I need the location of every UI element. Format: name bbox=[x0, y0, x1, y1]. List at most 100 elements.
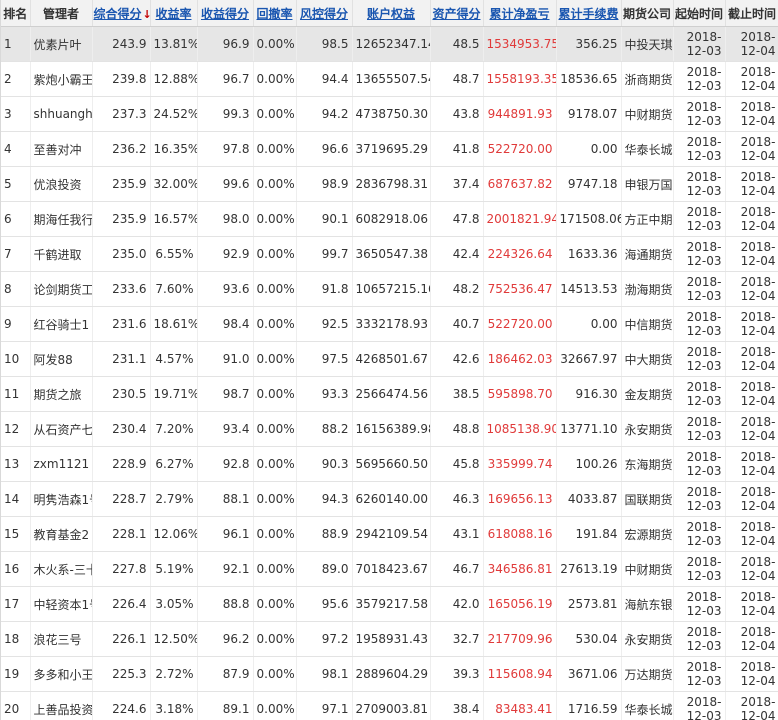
cell-manager: 优浪投资 bbox=[30, 166, 93, 202]
table-row[interactable]: 16 木火系-三十 227.8 5.19% 92.1 0.00% 89.0 7018423.6… bbox=[1, 551, 778, 587]
cell-return-score: 92.1 bbox=[197, 551, 254, 587]
table-row[interactable]: 7 千鹤进取 235.0 6.55% 92.9 0.00% 99.7 3650547.38 42… bbox=[1, 236, 778, 272]
table-row[interactable]: 17中轻资本1号226.43.05%88.80.00%95.63579217.5… bbox=[1, 586, 778, 622]
cell-start-date-part: 2018- bbox=[686, 310, 722, 324]
column-header-return-rate[interactable]: 收益率 bbox=[150, 0, 198, 27]
cell-asset-score: 37.4 bbox=[430, 166, 484, 202]
cell-start-date: 2018- 12-03 bbox=[673, 61, 726, 97]
cell-net-pnl: 944891.93 bbox=[483, 96, 557, 132]
cell-asset-score: 43.1 bbox=[430, 516, 484, 552]
cell-asset-score: 38.5 bbox=[430, 376, 484, 412]
table-row[interactable]: 15 教育基金2 228.1 12.06% 96.1 0.00% 88.9 2942109.5… bbox=[1, 516, 778, 552]
cell-equity: 4268501.67 bbox=[352, 341, 431, 377]
column-header-risk-score[interactable]: 风控得分 bbox=[296, 0, 353, 27]
cell-net-pnl: 618088.16 bbox=[483, 516, 557, 552]
table-row[interactable]: 3 shhuangh 237.3 24.52% 99.3 0.00% 94.2 4738750… bbox=[1, 96, 778, 132]
table-row[interactable]: 18 浪花三号 226.1 12.50% 96.2 0.00% 97.2 1958931.43… bbox=[1, 621, 778, 657]
cell-start-date-part: 2018- bbox=[686, 625, 722, 639]
table-row[interactable]: 14明隽浩森1号228.72.79%88.10.00%94.36260140.0… bbox=[1, 481, 778, 517]
cell-start-date-part: 12-03 bbox=[686, 534, 722, 548]
cell-end-date-part: 12-04 bbox=[740, 184, 776, 198]
cell-equity: 6260140.00 bbox=[352, 481, 431, 517]
cell-drawdown: 0.00% bbox=[253, 586, 297, 622]
cell-end-date: 2018- 12-04 bbox=[725, 341, 778, 377]
cell-end-date-part: 12-04 bbox=[740, 569, 776, 583]
cell-fees: 18536.65 bbox=[556, 61, 622, 97]
cell-end-date: 2018- 12-04 bbox=[725, 481, 778, 517]
cell-end-date-part: 12-04 bbox=[740, 359, 776, 373]
cell-manager: 期海任我行 bbox=[30, 201, 93, 237]
column-header-net-pnl[interactable]: 累计净盈亏 bbox=[483, 0, 557, 27]
cell-asset-score: 48.5 bbox=[430, 26, 484, 62]
cell-fees: 1716.59 bbox=[556, 691, 622, 720]
cell-start-date-part: 12-03 bbox=[686, 184, 722, 198]
cell-end-date-part: 12-04 bbox=[740, 639, 776, 653]
cell-asset-score: 42.0 bbox=[430, 586, 484, 622]
cell-return-rate: 5.19% bbox=[150, 551, 198, 587]
cell-start-date-part: 12-03 bbox=[686, 289, 722, 303]
cell-return-rate: 16.57% bbox=[150, 201, 198, 237]
table-row[interactable]: 20 上善品投资 224.6 3.18% 89.1 0.00% 97.1 2709003.81… bbox=[1, 691, 778, 720]
cell-end-date-part: 12-04 bbox=[740, 44, 776, 58]
table-row[interactable]: 9 红谷骑士1 231.6 18.61% 98.4 0.00% 92.5 3332178.93… bbox=[1, 306, 778, 342]
cell-manager: 教育基金2 bbox=[30, 516, 93, 552]
cell-risk-score: 90.3 bbox=[296, 446, 353, 482]
column-header-return-score[interactable]: 收益得分 bbox=[197, 0, 254, 27]
column-header-drawdown[interactable]: 回撤率 bbox=[253, 0, 297, 27]
cell-return-rate: 12.06% bbox=[150, 516, 198, 552]
cell-return-score: 98.0 bbox=[197, 201, 254, 237]
cell-risk-score: 97.2 bbox=[296, 621, 353, 657]
cell-risk-score: 97.1 bbox=[296, 691, 353, 720]
table-row[interactable]: 13 zxm1121 228.9 6.27% 92.8 0.00% 90.3 5695660.… bbox=[1, 446, 778, 482]
cell-equity: 3579217.58 bbox=[352, 586, 431, 622]
cell-equity: 7018423.67 bbox=[352, 551, 431, 587]
table-row[interactable]: 12从石资产七号230.47.20%93.40.00%88.216156389.… bbox=[1, 411, 778, 447]
cell-end-date-part: 12-04 bbox=[740, 604, 776, 618]
cell-return-score: 96.9 bbox=[197, 26, 254, 62]
cell-rank: 4 bbox=[1, 131, 31, 167]
cell-end-date-part: 2018- bbox=[740, 415, 776, 429]
cell-start-date-part: 12-03 bbox=[686, 569, 722, 583]
column-header-equity[interactable]: 账户权益 bbox=[352, 0, 431, 27]
cell-risk-score: 92.5 bbox=[296, 306, 353, 342]
cell-fees: 191.84 bbox=[556, 516, 622, 552]
column-header-label: 资产得分 bbox=[432, 6, 481, 21]
column-header-overall-score[interactable]: 综合得分↓ bbox=[92, 0, 151, 27]
column-header-label: 期货公司 bbox=[622, 6, 671, 21]
cell-manager: 期货之旅 bbox=[30, 376, 93, 412]
cell-end-date-part: 2018- bbox=[740, 65, 776, 79]
cell-overall-score: 227.8 bbox=[92, 551, 151, 587]
cell-return-score: 98.4 bbox=[197, 306, 254, 342]
cell-return-score: 92.8 bbox=[197, 446, 254, 482]
cell-return-score: 89.1 bbox=[197, 691, 254, 720]
table-row[interactable]: 5 优浪投资 235.9 32.00% 99.6 0.00% 98.9 2836798.31 3… bbox=[1, 166, 778, 202]
table-row[interactable]: 8论剑期货工作室233.67.60%93.60.00%91.810657215.… bbox=[1, 271, 778, 307]
cell-return-rate: 2.79% bbox=[150, 481, 198, 517]
table-row[interactable]: 6 期海任我行 235.9 16.57% 98.0 0.00% 90.1 6082918.06… bbox=[1, 201, 778, 237]
column-header-asset-score[interactable]: 资产得分 bbox=[430, 0, 484, 27]
cell-start-date-part: 12-03 bbox=[686, 639, 722, 653]
cell-end-date-part: 2018- bbox=[740, 590, 776, 604]
table-row[interactable]: 2 紫炮小霸王 239.8 12.88% 96.7 0.00% 94.4 13655507.5… bbox=[1, 61, 778, 97]
table-row[interactable]: 11 期货之旅 230.5 19.71% 98.7 0.00% 93.3 2566474.56… bbox=[1, 376, 778, 412]
column-header-fees[interactable]: 累计手续费 bbox=[556, 0, 622, 27]
cell-return-score: 91.0 bbox=[197, 341, 254, 377]
table-row[interactable]: 4 至善对冲 236.2 16.35% 97.8 0.00% 96.6 3719695.29 4… bbox=[1, 131, 778, 167]
table-row[interactable]: 10 阿发88 231.1 4.57% 91.0 0.00% 97.5 4268501.67 4… bbox=[1, 341, 778, 377]
table-row[interactable]: 19多多和小王子225.32.72%87.90.00%98.12889604.2… bbox=[1, 656, 778, 692]
cell-return-rate: 2.72% bbox=[150, 656, 198, 692]
cell-drawdown: 0.00% bbox=[253, 341, 297, 377]
cell-fees: 32667.97 bbox=[556, 341, 622, 377]
cell-risk-score: 93.3 bbox=[296, 376, 353, 412]
cell-equity: 10657215.16 bbox=[352, 271, 431, 307]
cell-return-score: 99.6 bbox=[197, 166, 254, 202]
cell-drawdown: 0.00% bbox=[253, 131, 297, 167]
cell-net-pnl: 752536.47 bbox=[483, 271, 557, 307]
cell-start-date: 2018- 12-03 bbox=[673, 691, 726, 720]
cell-manager: 从石资产七号 bbox=[30, 411, 93, 447]
cell-return-score: 99.3 bbox=[197, 96, 254, 132]
cell-net-pnl: 346586.81 bbox=[483, 551, 557, 587]
table-row[interactable]: 1 优素片叶 243.9 13.81% 96.9 0.00% 98.5 12652347.14… bbox=[1, 26, 778, 62]
cell-end-date-part: 2018- bbox=[740, 170, 776, 184]
cell-return-score: 88.1 bbox=[197, 481, 254, 517]
